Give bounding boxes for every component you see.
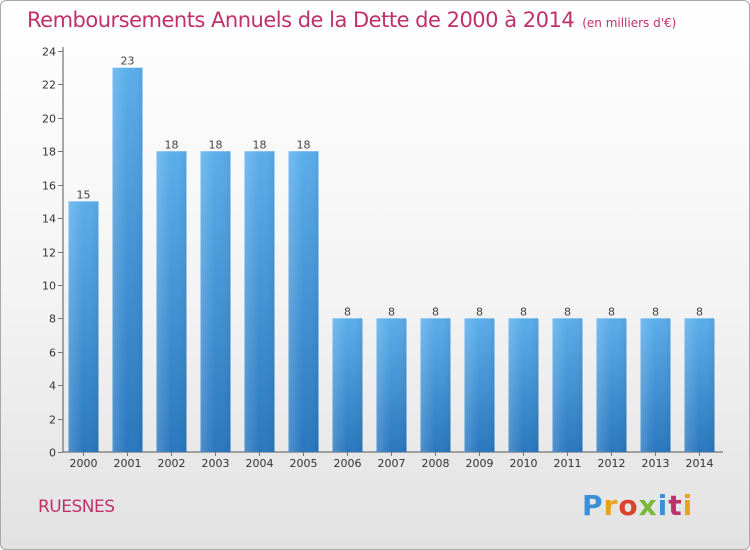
bar-value-label: 18 [209, 138, 223, 151]
bar-sheen [156, 151, 187, 452]
x-tick-label: 2014 [686, 457, 714, 470]
bar-sheen [68, 201, 99, 452]
chart-subtitle: (en milliers d'€) [582, 16, 677, 30]
x-tick-label: 2003 [202, 457, 230, 470]
bar-value-label: 18 [165, 138, 179, 151]
x-tick-label: 2006 [334, 457, 362, 470]
logo-letter: r [603, 489, 619, 522]
y-tick-label: 4 [49, 380, 56, 393]
proxiti-logo[interactable]: Proxiti [582, 489, 693, 522]
y-tick-label: 8 [49, 313, 56, 326]
bar-value-label: 8 [476, 305, 483, 318]
bar-sheen [288, 151, 319, 452]
y-tick-label: 20 [42, 113, 56, 126]
chart-title: Remboursements Annuels de la Dette de 20… [27, 8, 676, 32]
bar-sheen [200, 151, 231, 452]
bar-value-label: 8 [520, 305, 527, 318]
bar-sheen [464, 318, 495, 452]
y-tick-label: 16 [42, 180, 56, 193]
chart-title-text: Remboursements Annuels de la Dette de 20… [27, 8, 575, 32]
bar-value-label: 8 [432, 305, 439, 318]
y-tick-label: 0 [49, 447, 56, 460]
logo-letter: i [682, 489, 694, 522]
x-tick-label: 2005 [290, 457, 318, 470]
bar-value-label: 23 [121, 55, 135, 68]
bar-value-label: 8 [608, 305, 615, 318]
x-tick-label: 2010 [510, 457, 538, 470]
bar-sheen [244, 151, 275, 452]
bar-sheen [684, 318, 715, 452]
y-tick-label: 22 [42, 79, 56, 92]
x-tick-label: 2011 [554, 457, 582, 470]
y-tick-label: 2 [49, 414, 56, 427]
x-tick-label: 2013 [642, 457, 670, 470]
y-tick-label: 24 [42, 46, 56, 59]
x-tick-label: 2009 [466, 457, 494, 470]
bar-value-label: 8 [344, 305, 351, 318]
x-tick-label: 2001 [114, 457, 142, 470]
logo-letter: i [657, 489, 669, 522]
y-tick-label: 6 [49, 347, 56, 360]
x-tick-label: 2012 [598, 457, 626, 470]
x-tick-label: 2004 [246, 457, 274, 470]
bar-sheen [640, 318, 671, 452]
bar-sheen [508, 318, 539, 452]
x-tick-label: 2007 [378, 457, 406, 470]
commune-name: RUESNES [38, 497, 115, 517]
x-tick-label: 2002 [158, 457, 186, 470]
logo-letter: t [668, 489, 683, 522]
bar-sheen [376, 318, 407, 452]
bar-value-label: 8 [564, 305, 571, 318]
x-tick-label: 2000 [70, 457, 98, 470]
y-tick-label: 14 [42, 213, 56, 226]
bar-sheen [552, 318, 583, 452]
bar-value-label: 18 [253, 138, 267, 151]
logo-letter: o [618, 489, 639, 522]
logo-letter: P [582, 489, 604, 522]
y-tick-label: 18 [42, 146, 56, 159]
bar-value-label: 15 [77, 188, 91, 201]
y-tick-label: 12 [42, 247, 56, 260]
bar-value-label: 8 [696, 305, 703, 318]
y-tick-label: 10 [42, 280, 56, 293]
bar-sheen [420, 318, 451, 452]
bar-value-label: 8 [652, 305, 659, 318]
logo-letter: x [638, 489, 658, 522]
bar-value-label: 18 [297, 138, 311, 151]
bar-sheen [332, 318, 363, 452]
bar-sheen [596, 318, 627, 452]
bar-sheen [112, 67, 143, 452]
bar-value-label: 8 [388, 305, 395, 318]
x-tick-label: 2008 [422, 457, 450, 470]
